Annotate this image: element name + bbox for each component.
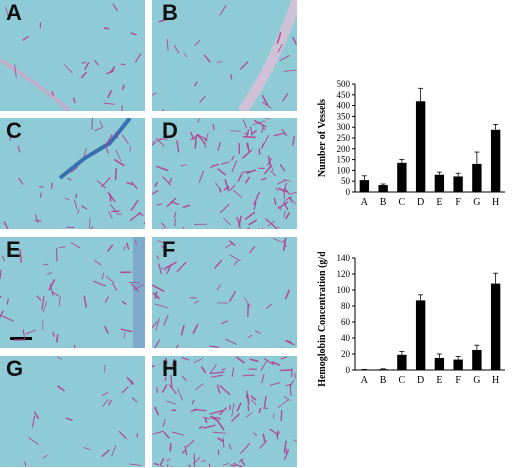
y-tick-label: 50 <box>341 176 351 186</box>
panel-label: H <box>162 356 178 381</box>
micrograph-panel-a: A <box>0 0 145 111</box>
bar-f <box>453 359 463 370</box>
y-axis-label: Hemoglobin Concentration (g/dL) <box>317 252 328 387</box>
bar-c <box>397 162 407 192</box>
bar-h <box>490 129 501 192</box>
micrograph-panel-f: F <box>152 237 297 348</box>
x-tick-label: A <box>361 375 369 386</box>
micrograph-image <box>152 118 297 229</box>
bar-b <box>378 185 388 192</box>
x-tick-label: H <box>492 375 499 386</box>
micrograph-image <box>152 0 297 111</box>
hemoglobin-chart: 0 20 40 60 80 100 120 140 A B C D E F G H Hemoglobin Con… <box>317 252 505 387</box>
x-tick-label: H <box>492 197 499 208</box>
panel-label: C <box>6 118 22 143</box>
panel-label: A <box>6 0 22 25</box>
y-tick-label: 0 <box>346 365 351 375</box>
y-tick-label: 100 <box>337 165 351 175</box>
bar-b <box>378 369 388 370</box>
micrograph-image <box>0 356 145 467</box>
x-tick-label: D <box>417 197 424 208</box>
y-tick-label: 350 <box>337 111 351 121</box>
bar-a <box>359 369 370 371</box>
x-tick-label: C <box>399 375 406 386</box>
x-tick-label: E <box>436 375 442 386</box>
x-tick-label: F <box>455 375 461 386</box>
x-tick-label: D <box>417 375 424 386</box>
x-tick-label: G <box>473 197 480 208</box>
y-tick-label: 140 <box>337 253 351 263</box>
panel-label: F <box>162 237 176 262</box>
panel-label: G <box>6 356 24 381</box>
micrograph-image <box>0 0 145 111</box>
micrograph-panel-g: G <box>0 356 145 467</box>
panel-label: D <box>162 118 178 143</box>
bar-h <box>490 283 501 370</box>
x-tick-label: B <box>380 197 387 208</box>
bar-d <box>415 101 426 192</box>
micrograph-panel-d: D <box>152 118 297 229</box>
micrograph-image <box>0 118 145 229</box>
y-tick-label: 20 <box>341 349 351 359</box>
micrograph-panel-h: H <box>152 356 297 467</box>
x-tick-label: B <box>380 375 387 386</box>
y-tick-label: 100 <box>337 285 351 295</box>
y-tick-label: 450 <box>337 90 351 100</box>
y-tick-label: 300 <box>337 122 351 132</box>
y-tick-label: 150 <box>337 155 351 165</box>
panel-label: E <box>6 237 21 262</box>
y-tick-label: 40 <box>341 333 351 343</box>
y-tick-label: 60 <box>341 317 351 327</box>
bar-e <box>434 174 445 192</box>
y-tick-label: 500 <box>337 79 351 89</box>
x-tick-label: F <box>455 197 461 208</box>
y-tick-label: 200 <box>337 144 351 154</box>
micrograph-image <box>152 356 297 467</box>
bar-f <box>453 176 463 192</box>
bar-g <box>472 163 482 192</box>
bar-d <box>415 300 426 370</box>
bar-e <box>434 358 445 370</box>
y-tick-label: 120 <box>337 269 351 279</box>
micrograph-panel-c: C <box>0 118 145 229</box>
micrograph-panel-e: E <box>0 237 145 348</box>
bar-g <box>472 350 482 370</box>
micrograph-image <box>0 237 145 348</box>
y-tick-label: 0 <box>346 187 351 197</box>
y-tick-label: 250 <box>337 133 351 143</box>
bar-c <box>397 354 407 370</box>
micrograph-panel-b: B <box>152 0 297 111</box>
y-axis-label: Number of Vessels <box>317 99 328 177</box>
y-tick-label: 400 <box>337 101 351 111</box>
x-tick-label: G <box>473 375 480 386</box>
y-tick-label: 80 <box>341 301 351 311</box>
x-tick-label: C <box>399 197 406 208</box>
bar-a <box>359 180 370 192</box>
x-tick-label: A <box>361 197 369 208</box>
micrograph-image <box>152 237 297 348</box>
panel-label: B <box>162 0 178 25</box>
x-tick-label: E <box>436 197 442 208</box>
